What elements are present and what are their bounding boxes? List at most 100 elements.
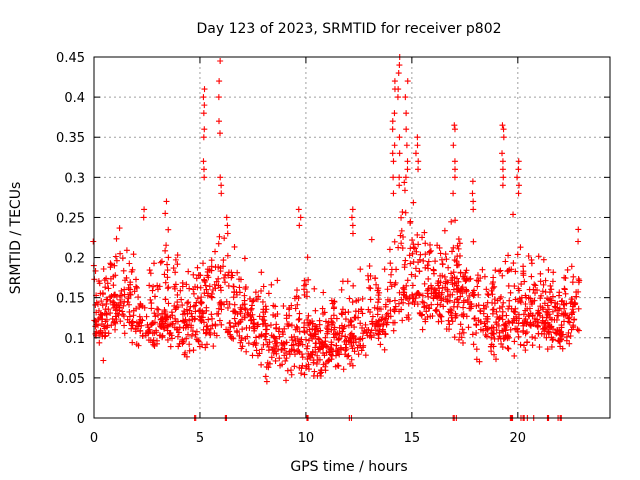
data-point	[218, 182, 225, 189]
data-point	[126, 301, 133, 308]
data-point	[510, 211, 517, 218]
data-point	[213, 310, 220, 317]
data-point	[542, 288, 549, 295]
data-point	[457, 321, 464, 328]
data-point	[120, 267, 127, 274]
data-point	[218, 321, 225, 328]
data-point	[231, 308, 238, 315]
data-point	[336, 351, 343, 358]
data-point	[183, 281, 190, 288]
data-point	[450, 142, 457, 149]
data-point	[283, 355, 290, 362]
data-point	[279, 329, 286, 336]
data-point	[542, 277, 549, 284]
data-point	[455, 245, 462, 252]
data-point	[386, 298, 393, 305]
data-point	[490, 306, 497, 313]
data-point	[430, 294, 437, 301]
data-point	[272, 357, 279, 364]
data-point	[419, 298, 426, 305]
data-point	[265, 290, 272, 297]
data-point	[437, 312, 444, 319]
data-point	[532, 318, 539, 325]
y-tick-label: 0.15	[56, 292, 85, 307]
data-point	[105, 330, 112, 337]
data-point	[548, 323, 555, 330]
data-point	[409, 237, 416, 244]
data-point	[185, 268, 192, 275]
data-point	[226, 319, 233, 326]
data-point	[215, 94, 222, 101]
data-point	[147, 296, 154, 303]
data-point	[511, 352, 518, 359]
data-point	[357, 335, 364, 342]
data-point	[338, 310, 345, 317]
data-point	[217, 58, 224, 65]
data-point	[479, 266, 486, 273]
data-point	[305, 276, 312, 283]
data-point	[305, 350, 312, 357]
data-point	[470, 198, 477, 205]
data-point	[119, 308, 126, 315]
data-point	[116, 225, 123, 232]
data-point	[141, 206, 148, 213]
data-point	[575, 226, 582, 233]
data-point	[342, 309, 349, 316]
data-point	[459, 311, 466, 318]
data-point	[296, 222, 303, 229]
data-point	[402, 209, 409, 216]
data-point	[460, 329, 467, 336]
data-point	[463, 267, 470, 274]
data-point	[322, 318, 329, 325]
data-point	[221, 235, 228, 242]
data-point	[375, 296, 382, 303]
data-point	[425, 265, 432, 272]
data-point	[230, 294, 237, 301]
data-point	[548, 343, 555, 350]
data-point	[456, 252, 463, 259]
data-point	[407, 260, 414, 267]
data-point	[201, 276, 208, 283]
data-point	[436, 295, 443, 302]
data-point	[164, 261, 171, 268]
data-point	[442, 280, 449, 287]
data-point	[368, 334, 375, 341]
data-point	[104, 280, 111, 287]
data-point	[249, 352, 256, 359]
data-point	[511, 338, 518, 345]
data-point	[498, 340, 505, 347]
data-point	[291, 333, 298, 340]
data-point	[473, 322, 480, 329]
chart-title: Day 123 of 2023, SRMTID for receiver p80…	[196, 21, 501, 37]
data-point	[506, 303, 513, 310]
data-point	[155, 312, 162, 319]
data-point	[125, 295, 132, 302]
data-point	[468, 303, 475, 310]
data-point	[366, 263, 373, 270]
data-point	[154, 282, 161, 289]
data-point	[401, 187, 408, 194]
data-point	[165, 284, 172, 291]
data-point	[212, 321, 219, 328]
data-point	[454, 262, 461, 269]
data-point	[230, 335, 237, 342]
data-point	[281, 325, 288, 332]
data-point	[539, 288, 546, 295]
data-point	[340, 366, 347, 373]
data-point	[192, 331, 199, 338]
data-point	[247, 306, 254, 313]
data-point	[351, 348, 358, 355]
data-point	[266, 339, 273, 346]
data-point	[481, 320, 488, 327]
data-point	[283, 315, 290, 322]
data-point	[542, 319, 549, 326]
data-point	[545, 266, 552, 273]
data-point	[280, 340, 287, 347]
data-point	[283, 349, 290, 356]
data-point	[150, 283, 157, 290]
data-point	[491, 351, 498, 358]
data-point	[515, 190, 522, 197]
data-point	[422, 318, 429, 325]
data-point	[339, 311, 346, 318]
data-point	[130, 251, 137, 258]
